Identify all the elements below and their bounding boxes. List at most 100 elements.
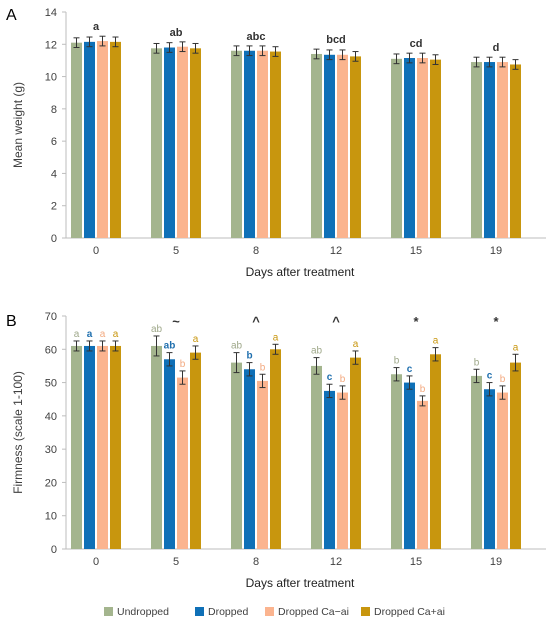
sig-letter: a	[193, 334, 199, 345]
bar-b-3-0	[110, 345, 121, 549]
y-tick-label: 0	[51, 544, 57, 556]
sig-letter: b	[246, 351, 252, 362]
y-tick-label: 60	[45, 344, 57, 356]
bar-a-2-5	[497, 62, 508, 238]
bar-a-1-5	[484, 62, 495, 238]
x-tick-label: 15	[410, 556, 422, 568]
sig-letter: b	[474, 357, 480, 368]
y-tick-label: 70	[45, 311, 57, 323]
bar-b-0-4	[391, 374, 402, 549]
y-tick-label: 20	[45, 477, 57, 489]
group-annotation: *	[413, 314, 419, 329]
sig-letter: ab	[151, 324, 163, 335]
group-annotation: ^	[252, 314, 260, 329]
bar-a-2-1	[177, 46, 188, 239]
legend-swatch	[104, 607, 113, 616]
x-tick-label: 5	[173, 245, 179, 257]
bar-a-3-0	[110, 41, 121, 238]
group-annotation: ~	[172, 314, 180, 329]
group-annotation: *	[493, 314, 499, 329]
sig-letter: ab	[164, 341, 176, 352]
legend: Undropped Dropped Dropped Ca−ai Dropped Ca+…	[104, 606, 445, 618]
bar-b-1-3	[324, 390, 335, 549]
bar-a-0-1	[151, 48, 162, 239]
bar-b-0-2	[231, 362, 242, 549]
y-tick-label: 0	[51, 233, 57, 245]
group-annotation: cd	[410, 38, 423, 50]
panel-label: A	[6, 7, 17, 24]
sig-letter: a	[513, 342, 519, 353]
chart-panel-a: A 0 2 4 6 8 10 12 14 Mean weight (g) Days after tr…	[6, 7, 546, 279]
bar-a-3-5	[510, 64, 521, 238]
x-tick-label: 8	[253, 245, 259, 257]
bar-b-3-2	[270, 349, 281, 549]
legend-swatch	[265, 607, 274, 616]
sig-letter: ab	[311, 346, 323, 357]
bar-a-3-4	[430, 59, 441, 238]
y-tick-label: 30	[45, 444, 57, 456]
sig-letter: b	[340, 374, 346, 385]
sig-letter: a	[100, 329, 106, 340]
bar-b-1-5	[484, 389, 495, 549]
bar-b-2-2	[257, 380, 268, 549]
group-annotation: d	[493, 42, 500, 54]
bar-a-2-3	[337, 54, 348, 239]
bar-a-1-3	[324, 54, 335, 239]
sig-letter: a	[353, 339, 359, 350]
x-tick-label: 19	[490, 556, 502, 568]
sig-letter: a	[433, 336, 439, 347]
sig-letter: a	[273, 332, 279, 343]
x-tick-label: 15	[410, 245, 422, 257]
bar-a-0-3	[311, 53, 322, 238]
y-axis-label: Firmness (scale 1-100)	[11, 371, 25, 494]
bar-b-3-3	[350, 357, 361, 549]
x-tick-label: 12	[330, 245, 342, 257]
bar-b-0-0	[71, 345, 82, 549]
bar-b-2-4	[417, 400, 428, 549]
bar-a-2-4	[417, 58, 428, 238]
group-annotation: ^	[332, 314, 340, 329]
y-tick-label: 10	[45, 511, 57, 523]
group-annotation: a	[93, 21, 100, 33]
group-annotation: abc	[247, 31, 266, 43]
legend-item-label: Dropped Ca+ai	[374, 606, 445, 618]
bar-b-2-5	[497, 392, 508, 549]
x-tick-label: 19	[490, 245, 502, 257]
bar-b-1-0	[84, 345, 95, 549]
sig-letter: c	[407, 364, 413, 375]
bar-a-1-4	[404, 58, 415, 238]
bar-a-3-3	[350, 56, 361, 239]
bar-a-0-2	[231, 50, 242, 238]
sig-letter: c	[327, 372, 333, 383]
bar-a-0-0	[71, 42, 82, 238]
sig-letter: b	[394, 356, 400, 367]
bar-a-0-5	[471, 62, 482, 238]
legend-item-label: Undropped	[117, 606, 169, 618]
sig-letter: c	[487, 371, 493, 382]
sig-letter: b	[180, 359, 186, 370]
x-tick-label: 5	[173, 556, 179, 568]
x-tick-label: 0	[93, 245, 99, 257]
sig-letter: a	[74, 329, 80, 340]
bar-b-2-1	[177, 377, 188, 549]
bar-b-0-3	[311, 365, 322, 549]
bar-b-0-5	[471, 375, 482, 549]
y-tick-label: 8	[51, 104, 57, 116]
y-axis-label: Mean weight (g)	[11, 82, 25, 168]
y-tick-label: 4	[51, 168, 57, 180]
legend-item-label: Dropped	[208, 606, 248, 618]
sig-letter: a	[87, 329, 93, 340]
bar-a-1-0	[84, 41, 95, 238]
y-tick-label: 12	[45, 39, 57, 51]
bar-b-3-1	[190, 352, 201, 549]
panel-label: B	[6, 313, 17, 330]
bar-a-3-1	[190, 48, 201, 239]
bar-a-0-4	[391, 58, 402, 238]
bar-b-3-4	[430, 354, 441, 549]
bar-b-3-5	[510, 362, 521, 549]
bar-b-2-3	[337, 392, 348, 549]
bar-b-1-1	[164, 359, 175, 549]
x-tick-label: 8	[253, 556, 259, 568]
